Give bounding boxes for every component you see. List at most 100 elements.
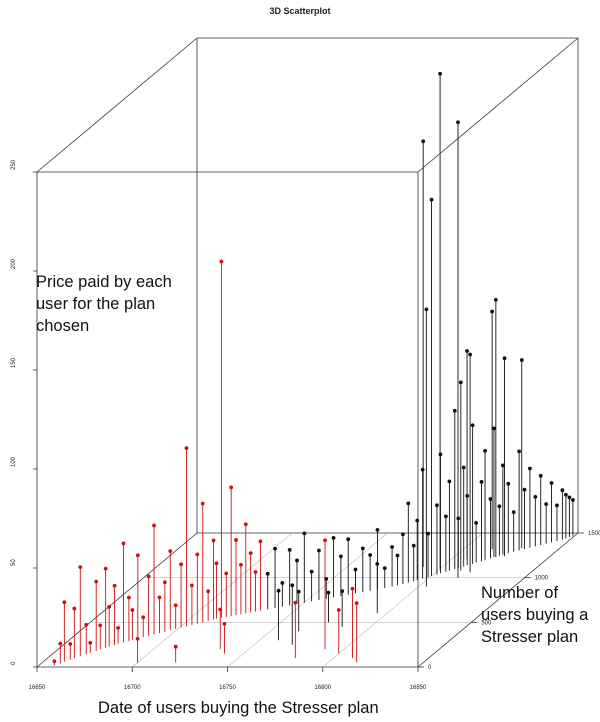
data-point — [317, 548, 321, 553]
grid-line — [132, 532, 293, 668]
data-point — [234, 538, 238, 542]
data-point — [528, 466, 532, 471]
data-point — [456, 120, 460, 125]
data-point — [135, 636, 140, 641]
data-point — [368, 553, 373, 557]
z-tick-label: 250 — [11, 159, 17, 170]
data-point — [511, 510, 516, 515]
data-point — [84, 622, 89, 627]
data-point — [253, 570, 258, 574]
data-point — [461, 465, 466, 470]
data-point — [219, 259, 224, 264]
data-point — [248, 551, 253, 556]
data-point — [375, 527, 380, 532]
data-point — [52, 659, 57, 664]
z-tick-label: 200 — [11, 258, 17, 269]
data-point — [483, 449, 487, 453]
y-tick-label: 0 — [428, 665, 432, 671]
data-point — [567, 495, 572, 500]
data-point — [353, 567, 358, 572]
z-tick-label: 100 — [11, 456, 17, 467]
data-point — [401, 532, 405, 537]
data-point — [273, 546, 277, 551]
data-point — [121, 541, 126, 546]
data-point — [560, 488, 565, 493]
data-point — [229, 485, 234, 490]
data-point — [162, 580, 167, 585]
data-point — [474, 520, 479, 525]
data-point — [488, 497, 493, 501]
y-tick-label: 1000 — [535, 576, 549, 582]
data-point — [130, 608, 135, 612]
data-point — [519, 358, 524, 362]
z-tick-label: 150 — [11, 357, 17, 368]
data-point — [296, 589, 301, 594]
data-point — [168, 549, 173, 554]
data-point — [382, 566, 387, 571]
x-axis-annotation: Date of users buying the Stresser plan — [98, 699, 379, 717]
data-point — [58, 641, 63, 646]
data-point — [424, 307, 429, 312]
box-front-edges — [36, 37, 579, 668]
data-point — [224, 571, 229, 576]
data-point — [465, 349, 469, 353]
data-point — [447, 479, 452, 484]
data-point — [214, 561, 219, 566]
data-point — [116, 626, 120, 630]
data-point — [173, 644, 178, 649]
x-tick-label: 16750 — [219, 685, 236, 691]
data-point — [336, 608, 341, 612]
drop-lines — [53, 73, 574, 666]
data-point — [72, 606, 77, 611]
data-point — [112, 583, 117, 588]
data-point — [517, 449, 521, 454]
data-point — [324, 576, 329, 581]
data-point — [146, 574, 151, 579]
data-point — [497, 504, 502, 509]
data-point — [195, 552, 200, 557]
data-point — [239, 562, 243, 567]
data-point — [295, 558, 299, 563]
data-point — [243, 522, 248, 527]
data-point — [470, 423, 475, 428]
data-point — [421, 139, 426, 144]
z-tick-label: 50 — [11, 559, 17, 566]
data-point — [157, 595, 162, 600]
data-point — [438, 71, 442, 76]
data-point — [456, 516, 461, 521]
box-edge — [417, 37, 579, 173]
x-tick-label: 16650 — [29, 685, 46, 691]
data-point — [179, 562, 183, 567]
data-point — [354, 601, 359, 606]
data-point — [287, 548, 292, 552]
data-point — [276, 588, 281, 593]
data-point — [302, 531, 307, 536]
data-points — [52, 71, 575, 664]
data-point — [338, 554, 343, 559]
data-point — [502, 356, 507, 361]
data-point — [126, 595, 131, 600]
data-point — [326, 590, 331, 595]
data-point — [360, 546, 365, 551]
data-point — [570, 498, 575, 502]
z-axis-annotation: Price paid by each user for the plan cho… — [36, 273, 172, 335]
data-point — [346, 537, 351, 542]
data-point — [465, 493, 470, 498]
data-point — [426, 531, 430, 536]
x-tick-label: 16800 — [314, 685, 331, 691]
data-point — [390, 545, 394, 549]
data-point — [429, 197, 434, 202]
data-point — [258, 539, 263, 544]
data-point — [293, 600, 298, 605]
data-point — [94, 579, 99, 584]
chart-title: 3D Scatterplot — [269, 6, 330, 16]
data-point — [435, 503, 439, 508]
data-point — [218, 607, 223, 612]
data-point — [458, 380, 463, 385]
data-point — [563, 492, 568, 497]
data-point — [331, 536, 336, 540]
data-point — [222, 622, 227, 626]
data-point — [62, 600, 67, 605]
data-point — [533, 495, 538, 499]
